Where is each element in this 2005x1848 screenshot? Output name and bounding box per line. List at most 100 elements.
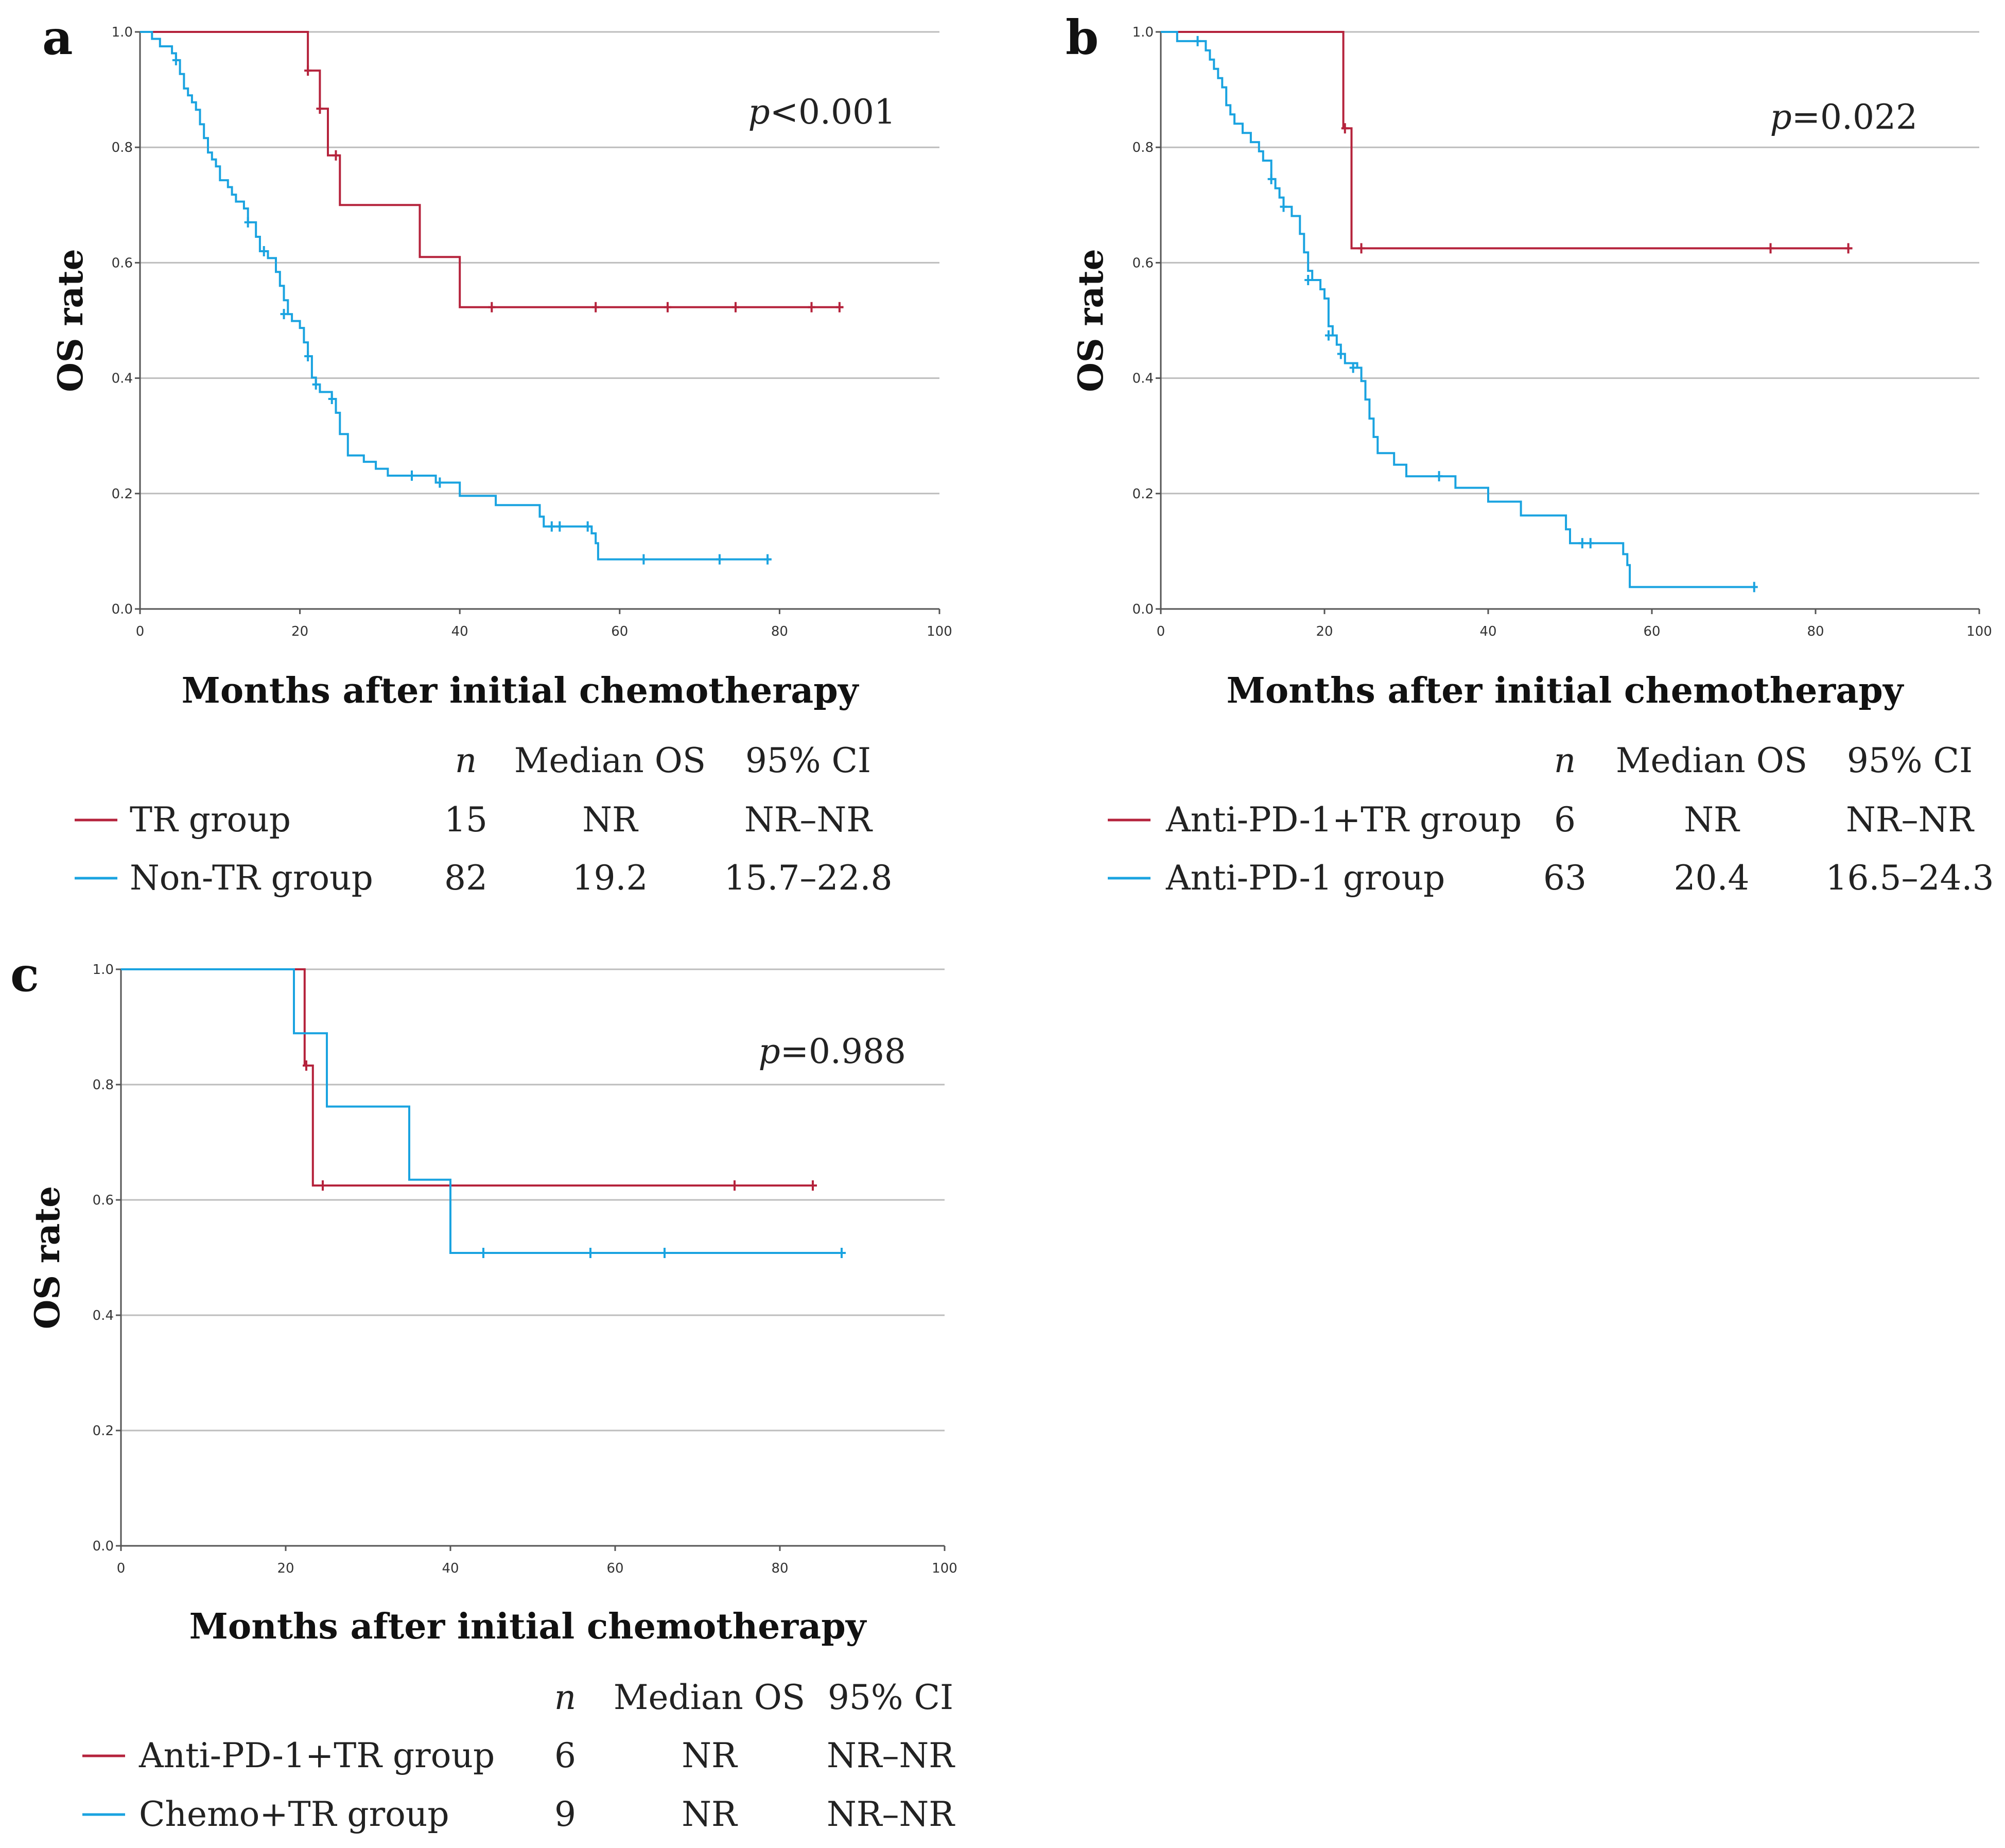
censor-mark (838, 1248, 845, 1259)
legend-ci-value: NR–NR (827, 1794, 955, 1834)
y-tick-label: 1.0 (1132, 25, 1154, 40)
legend-header-n: n (1554, 741, 1576, 780)
censor-mark (584, 521, 591, 532)
y-tick-label: 0.4 (112, 371, 133, 387)
p-value: p=0.988 (759, 1032, 906, 1071)
censor-mark (260, 246, 268, 256)
chart-panel-c: c 0.0 0.2 0.4 0.6 0.8 1.0 0 20 40 60 80 100 OS rate Mo… (10, 947, 957, 1834)
legend-label: Anti-PD-1 group (1165, 858, 1445, 898)
censor-mark (731, 302, 739, 312)
legend-label: TR group (130, 800, 291, 840)
y-tick-label: 0.2 (93, 1423, 114, 1439)
x-tick-label: 20 (1316, 624, 1333, 639)
censor-mark (328, 393, 336, 404)
censor-mark (1280, 201, 1287, 212)
legend-label: Anti-PD-1+TR group (1165, 800, 1522, 840)
axes (1160, 32, 1979, 610)
x-axis-label: Months after initial chemotherapy (189, 1606, 867, 1647)
legend-label: Chemo+TR group (139, 1794, 449, 1834)
series-line-2 (140, 31, 772, 561)
legend-n-value: 9 (554, 1794, 576, 1834)
censor-mark (661, 1248, 668, 1259)
legend-header-ci: 95% CI (745, 741, 871, 780)
legend-header-n: n (554, 1678, 577, 1717)
censor-mark (172, 55, 180, 65)
x-tick-label: 100 (927, 624, 952, 639)
censor-mark (1337, 348, 1345, 359)
series-line-1 (1161, 31, 1853, 250)
censor-mark (640, 554, 648, 565)
x-tick-label: 60 (611, 624, 628, 639)
censor-mark (319, 1180, 326, 1191)
censor-mark (1267, 173, 1275, 184)
censor-mark (592, 302, 600, 312)
censor-mark (731, 1180, 738, 1191)
y-tick-label: 0.0 (112, 602, 133, 617)
legend-n-value: 6 (1554, 800, 1576, 840)
p-value: p=0.022 (1770, 97, 1918, 137)
x-tick-label: 20 (277, 1561, 294, 1576)
y-axis-label: OS rate (1071, 249, 1111, 392)
y-tick-label: 0.0 (1132, 602, 1154, 617)
p-value: p<0.001 (748, 92, 896, 132)
x-tick-label: 80 (771, 1561, 788, 1576)
x-tick-label: 60 (1643, 624, 1660, 639)
axes (139, 32, 939, 610)
censor-mark (1341, 123, 1349, 134)
legend-n-value: 6 (554, 1736, 576, 1775)
censor-mark (1578, 538, 1586, 549)
series-line-1 (140, 31, 844, 308)
y-tick-label: 0.2 (112, 486, 133, 502)
censor-mark (1586, 538, 1594, 549)
x-tick-label: 100 (932, 1561, 957, 1576)
x-tick-label: 20 (291, 624, 308, 639)
panel-letter-a: a (42, 10, 73, 65)
series-line-1 (121, 968, 817, 1187)
legend-median-value: NR (1684, 800, 1740, 840)
y-tick-label: 0.4 (93, 1308, 114, 1323)
censor-mark (304, 351, 312, 362)
legend-ci-value: 15.7–22.8 (724, 858, 893, 898)
x-tick-label: 40 (451, 624, 468, 639)
legend-median-value: NR (682, 1794, 738, 1834)
y-tick-label: 0.6 (112, 255, 133, 271)
legend-n-value: 15 (444, 800, 487, 840)
legend-header-ci: 95% CI (828, 1678, 953, 1717)
censor-mark (1767, 243, 1774, 254)
censor-mark (764, 554, 772, 565)
legend-ci-value: NR–NR (827, 1736, 955, 1775)
legend-n-value: 82 (444, 858, 487, 898)
x-tick-label: 0 (136, 624, 145, 639)
censor-mark (1750, 582, 1758, 592)
censor-mark (304, 65, 312, 76)
x-tick-label: 80 (1807, 624, 1824, 639)
y-tick-label: 0.6 (1132, 255, 1154, 271)
legend-ci-value: NR–NR (744, 800, 873, 840)
censor-mark (808, 302, 815, 312)
censor-mark (1304, 275, 1312, 286)
censor-mark (556, 521, 564, 532)
legend-header-median: Median OS (1616, 741, 1807, 780)
censor-mark (244, 217, 252, 228)
censor-mark (316, 103, 324, 114)
legend-ci-value: NR–NR (1846, 800, 1975, 840)
censor-mark (436, 477, 444, 488)
legend-median-value: 19.2 (572, 858, 648, 898)
x-tick-label: 100 (1966, 624, 1992, 639)
y-tick-label: 0.8 (93, 1077, 114, 1093)
legend-header-median: Median OS (614, 1678, 805, 1717)
series-line-2 (1161, 31, 1754, 588)
y-tick-label: 0.6 (93, 1193, 114, 1208)
censor-mark (716, 554, 723, 565)
x-axis-label: Months after initial chemotherapy (182, 670, 860, 711)
censor-mark (280, 309, 288, 320)
x-tick-label: 0 (1157, 624, 1165, 639)
y-tick-label: 0.2 (1132, 486, 1154, 502)
censor-mark (1844, 243, 1852, 254)
censor-mark (332, 150, 340, 161)
y-tick-label: 0.8 (112, 140, 133, 155)
censor-mark (408, 470, 416, 481)
x-tick-label: 0 (117, 1561, 126, 1576)
legend-median-value: NR (682, 1736, 738, 1775)
